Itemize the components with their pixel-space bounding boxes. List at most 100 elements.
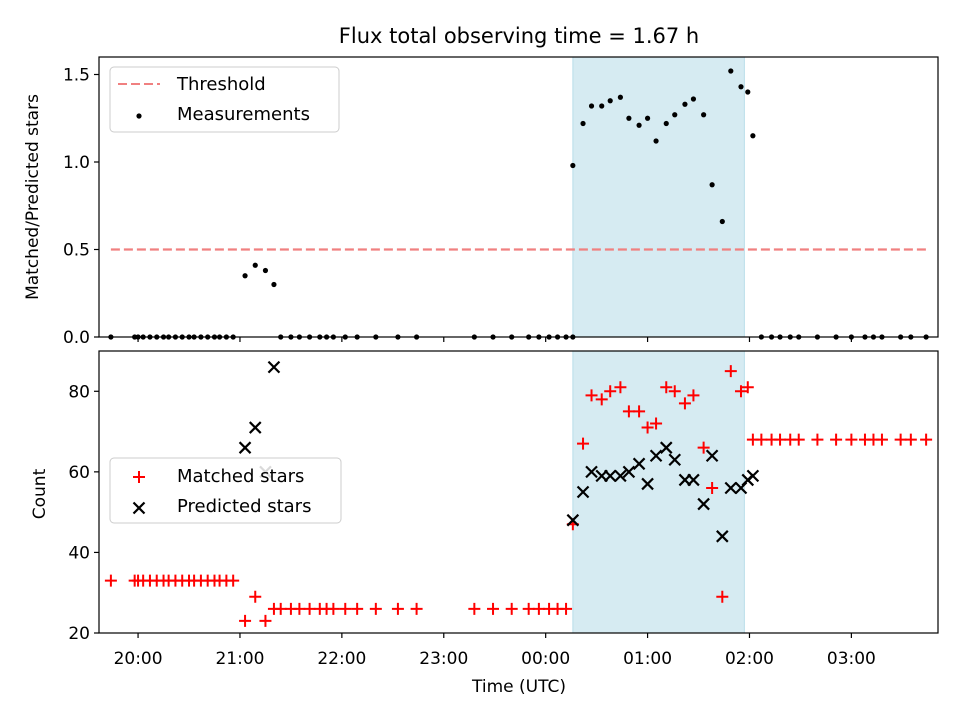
predicted-star-point	[668, 453, 682, 467]
legend-threshold-label: Threshold	[176, 74, 266, 95]
predicted-star-point	[724, 481, 738, 495]
matched-star-point	[697, 441, 710, 454]
matched-star-point	[487, 602, 500, 615]
bottom-highlight-band	[572, 350, 745, 634]
predicted-star-point	[687, 473, 700, 487]
matched-star-point	[660, 381, 673, 394]
measurement-point	[701, 112, 707, 118]
matched-star-point	[410, 602, 423, 615]
matched-star-point	[327, 602, 340, 615]
matched-star-point	[532, 602, 545, 615]
matched-star-point	[706, 481, 719, 494]
measurement-point	[617, 94, 624, 100]
measurement-point	[719, 218, 725, 225]
measurement-point	[644, 115, 651, 121]
matched-star-point	[522, 602, 535, 615]
measurement-point	[745, 89, 751, 95]
measurement-point	[682, 101, 688, 107]
top-legend-box	[109, 66, 340, 133]
matched-star-point	[811, 433, 824, 446]
matched-star-point	[468, 602, 481, 615]
matched-star-point	[830, 433, 843, 446]
predicted-star-point	[585, 465, 598, 479]
matched-star-point	[774, 433, 787, 446]
matched-star-point	[678, 397, 691, 410]
matched-star-point	[792, 433, 805, 446]
matched-star-point	[351, 602, 364, 615]
predicted-star-point	[576, 485, 590, 499]
matched-star-point	[227, 574, 240, 587]
top-legend: Threshold Measurements	[109, 66, 340, 133]
legend-predicted-label: Predicted stars	[177, 496, 311, 517]
matched-star-point	[249, 590, 262, 603]
matched-star-point	[650, 417, 663, 430]
matched-star-point	[734, 385, 747, 398]
bottom-y-tick-label: 40	[68, 543, 90, 563]
predicted-star-point	[705, 449, 719, 463]
bottom-y-tick-label: 20	[68, 624, 90, 644]
measurement-point	[262, 267, 269, 274]
predicted-star-point	[566, 513, 580, 527]
measurement-point	[252, 262, 258, 268]
matched-star-point	[585, 389, 598, 402]
legend-measurements-label: Measurements	[177, 104, 310, 125]
predicted-star-point	[248, 421, 262, 434]
matched-star-point	[614, 381, 627, 394]
matched-stars-series	[104, 365, 933, 627]
predicted-stars-series	[238, 360, 760, 543]
matched-star-point	[904, 433, 917, 446]
predicted-star-point	[746, 469, 760, 483]
measurement-point	[271, 281, 277, 288]
legend-matched-swatch	[133, 471, 145, 483]
matched-star-point	[724, 365, 737, 378]
matched-star-point	[875, 433, 888, 446]
matched-star-point	[604, 385, 617, 398]
matched-star-point	[577, 437, 590, 450]
legend-matched-label: Matched stars	[177, 466, 304, 487]
measurement-point	[672, 112, 678, 118]
predicted-star-point	[641, 477, 654, 491]
measurement-point	[728, 68, 734, 74]
predicted-star-point	[716, 530, 729, 543]
predicted-star-point	[267, 360, 281, 374]
matched-star-point	[303, 602, 316, 615]
top-highlight-band	[572, 56, 745, 338]
top-y-tick-label: 1.5	[63, 66, 90, 86]
matched-star-point	[391, 602, 404, 615]
matched-star-point	[339, 602, 352, 615]
matched-star-point	[633, 405, 646, 418]
x-tick-label: 01:00	[623, 649, 672, 669]
matched-star-point	[716, 590, 729, 603]
predicted-star-point	[238, 441, 252, 454]
predicted-star-point	[649, 449, 663, 463]
x-tick-label: 22:00	[317, 649, 366, 669]
matched-star-point	[920, 433, 933, 446]
top-y-tick-label: 1.0	[63, 153, 90, 173]
matched-star-point	[741, 381, 754, 394]
matched-star-point	[894, 433, 907, 446]
measurement-point	[738, 84, 744, 90]
matched-star-point	[104, 574, 117, 587]
x-axis-label: Time (UTC)	[471, 677, 566, 697]
predicted-star-point	[632, 457, 646, 471]
matched-star-point	[668, 385, 681, 398]
measurement-point	[750, 133, 756, 139]
measurement-point	[653, 138, 659, 144]
top-y-ticks: 0.0 0.5 1.0 1.5	[63, 66, 99, 348]
matched-star-point	[560, 602, 573, 615]
matched-star-point	[595, 393, 608, 406]
measurement-point	[599, 103, 605, 109]
measurement-point	[580, 120, 586, 127]
top-y-axis-label: Matched/Predicted stars	[23, 94, 43, 300]
chart-title: Flux total observing time = 1.67 h	[339, 24, 699, 48]
x-tick-label: 21:00	[215, 649, 264, 669]
x-tick-label: 03:00	[827, 649, 876, 669]
x-tick-label: 00:00	[521, 649, 570, 669]
top-y-tick-label: 0.0	[63, 328, 90, 348]
legend-predicted-swatch	[132, 501, 146, 515]
bottom-y-ticks: 20 40 60 80	[68, 382, 99, 644]
predicted-star-point	[603, 469, 617, 483]
matched-star-point	[274, 602, 287, 615]
matched-star-point	[641, 421, 654, 434]
